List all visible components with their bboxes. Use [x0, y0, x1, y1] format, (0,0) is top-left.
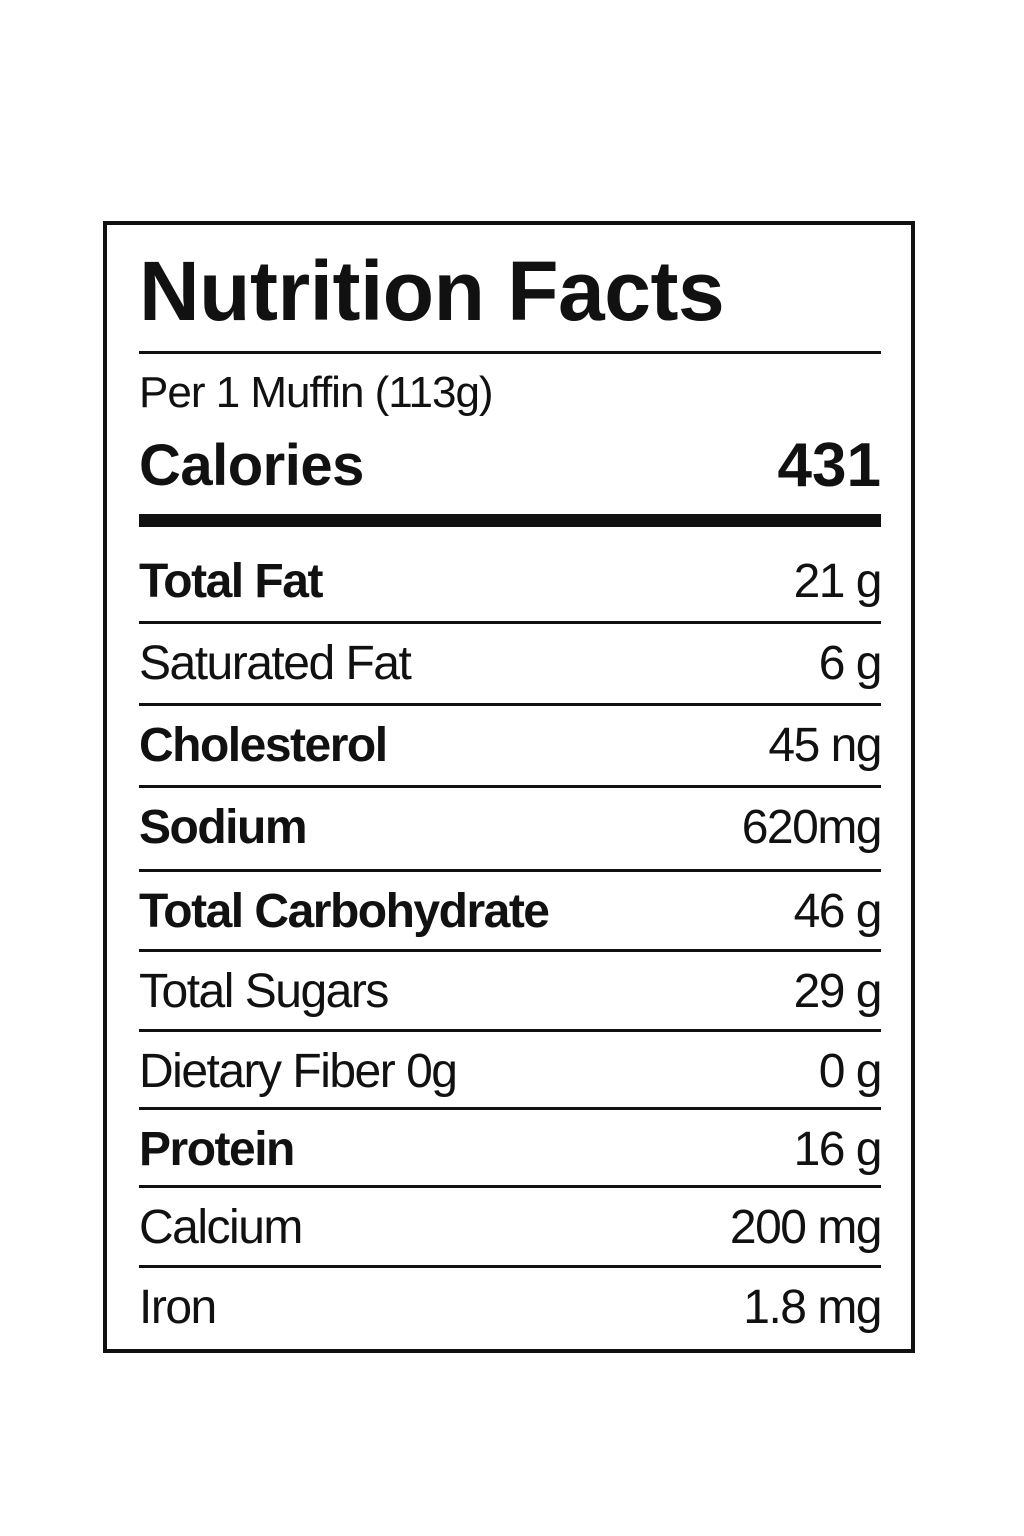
nutrient-name: Saturated Fat: [139, 637, 412, 690]
nutrient-amount: 46 g: [793, 885, 883, 938]
nutrient-name: Sodium: [139, 801, 308, 854]
nutrient-name: Calcium: [139, 1201, 303, 1254]
nutrient-row-total-carbohydrate: Total Carbohydrate 46 g: [139, 873, 883, 951]
nutrient-row-saturated-fat: Saturated Fat 6 g: [139, 625, 883, 703]
row-divider: [139, 949, 881, 952]
nutrient-amount: 1.8 mg: [743, 1281, 882, 1334]
nutrient-name: Cholesterol: [139, 719, 388, 772]
row-divider: [139, 1265, 881, 1268]
thick-divider: [139, 514, 881, 527]
calories-label: Calories: [139, 432, 364, 498]
nutrient-row-iron: Iron 1.8 mg: [139, 1269, 882, 1347]
nutrient-name: Dietary Fiber 0g: [139, 1045, 458, 1098]
nutrition-facts-label: Nutrition Facts Per 1 Muffin (113g) Calo…: [103, 221, 915, 1353]
nutrient-row-dietary-fiber: Dietary Fiber 0g 0 g: [139, 1033, 883, 1111]
row-divider: [139, 1029, 881, 1032]
row-divider: [139, 621, 881, 624]
nutrient-row-cholesterol: Cholesterol 45 ng: [139, 707, 882, 785]
calories-value: 431: [777, 430, 881, 500]
row-divider: [139, 869, 881, 872]
nutrient-name: Protein: [139, 1123, 295, 1176]
nutrient-name: Total Sugars: [139, 965, 389, 1018]
label-title: Nutrition Facts: [139, 244, 725, 338]
nutrient-row-calcium: Calcium 200 mg: [139, 1189, 883, 1267]
nutrient-amount: 21 g: [793, 555, 883, 608]
divider-under-title: [139, 351, 881, 354]
nutrient-amount: 16 g: [793, 1123, 883, 1176]
nutrient-row-total-sugars: Total Sugars 29 g: [139, 953, 883, 1031]
nutrient-name: Total Fat: [139, 555, 323, 608]
nutrient-row-total-fat: Total Fat 21 g: [139, 543, 883, 621]
nutrient-row-protein: Protein 16 g: [139, 1111, 883, 1189]
nutrient-name: Total Carbohydrate: [139, 885, 550, 938]
nutrient-amount: 45 ng: [768, 719, 882, 772]
nutrient-amount: 6 g: [818, 637, 883, 690]
row-divider: [139, 1185, 881, 1188]
nutrient-amount: 0 g: [818, 1045, 883, 1098]
serving-size: Per 1 Muffin (113g): [139, 368, 494, 417]
label-content: Nutrition Facts Per 1 Muffin (113g) Calo…: [139, 225, 883, 1349]
nutrient-amount: 200 mg: [729, 1201, 883, 1254]
row-divider: [139, 703, 881, 706]
nutrient-amount: 29 g: [793, 965, 883, 1018]
nutrient-amount: 620mg: [741, 801, 883, 854]
nutrient-row-sodium: Sodium 620mg: [139, 789, 883, 867]
row-divider: [139, 1107, 881, 1110]
nutrient-name: Iron: [139, 1281, 217, 1334]
calories-row: Calories 431: [139, 431, 881, 500]
row-divider: [139, 785, 881, 788]
